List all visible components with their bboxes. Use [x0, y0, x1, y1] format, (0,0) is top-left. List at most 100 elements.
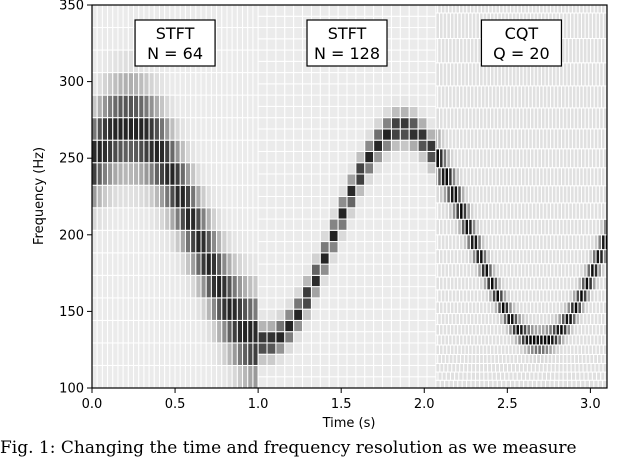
spectrogram-cell	[439, 276, 444, 291]
spectrogram-cell	[164, 162, 171, 186]
spectrogram-cell	[548, 185, 553, 204]
spectrogram-cell	[373, 342, 384, 355]
spectrogram-cell	[293, 72, 304, 85]
spectrogram-cell	[236, 184, 244, 209]
spectrogram-cell	[252, 139, 259, 164]
spectrogram-cell	[216, 162, 223, 186]
spectrogram-cell	[122, 229, 129, 254]
spectrogram-cell	[473, 128, 479, 150]
spectrogram-cell	[231, 162, 238, 186]
spectrogram-cell	[122, 274, 129, 299]
spectrogram-cell	[446, 62, 451, 87]
spectrogram-cell	[293, 263, 304, 276]
spectrogram-cell	[382, 207, 392, 220]
spectrogram-cell	[557, 128, 562, 150]
spectrogram-cell	[257, 364, 268, 378]
spectrogram-cell	[601, 37, 606, 64]
spectrogram-cell	[153, 72, 160, 96]
spectrogram-cell	[466, 379, 472, 388]
spectrogram-cell	[479, 324, 484, 336]
spectrogram-cell	[408, 196, 419, 209]
spectrogram-cell	[497, 218, 502, 236]
spectrogram-cell	[477, 167, 482, 187]
spectrogram-cell	[101, 117, 109, 141]
spectrogram-cell	[571, 313, 577, 326]
spectrogram-cell	[174, 162, 181, 186]
spectrogram-cell	[337, 263, 348, 276]
spectrogram-cell	[599, 324, 604, 336]
spectrogram-cell	[210, 207, 218, 231]
spectrogram-cell	[390, 173, 401, 186]
spectrogram-cell	[96, 207, 103, 231]
spectrogram-cell	[537, 344, 542, 355]
spectrogram-cell	[504, 276, 510, 291]
spectrogram-cell	[584, 185, 590, 204]
spectrogram-cell	[455, 334, 461, 346]
spectrogram-cell	[266, 319, 277, 333]
spectrogram-cell	[346, 139, 357, 152]
spectrogram-cell	[448, 202, 453, 220]
spectrogram-cell	[471, 276, 477, 291]
spectrogram-cell	[440, 37, 446, 64]
spectrogram-cell	[444, 128, 450, 150]
spectrogram-cell	[541, 371, 547, 381]
spectrogram-cell	[205, 117, 212, 141]
spectrogram-cell	[337, 128, 348, 141]
spectrogram-cell	[174, 297, 181, 321]
spectrogram-cell	[319, 297, 330, 310]
spectrogram-cell	[588, 148, 593, 169]
spectrogram-cell	[435, 324, 441, 336]
figure-caption: Fig. 1: Changing the time and frequency …	[0, 438, 577, 458]
spectrogram-cell	[153, 274, 160, 299]
spectrogram-cell	[408, 139, 419, 152]
spectrogram-cell	[471, 362, 477, 373]
spectrogram-cell	[575, 334, 581, 346]
spectrogram-cell	[566, 276, 572, 291]
spectrogram-cell	[399, 274, 410, 288]
spectrogram-cell	[473, 289, 479, 303]
spectrogram-cell	[489, 301, 495, 315]
spectrogram-cell	[112, 72, 119, 96]
spectrogram-cell	[417, 117, 428, 130]
spectrogram-cell	[453, 324, 459, 336]
spectrogram-cell	[518, 379, 525, 388]
spectrogram-cell	[516, 371, 522, 381]
spectrogram-cell	[505, 379, 511, 388]
spectrogram-cell	[590, 334, 595, 346]
spectrogram-cell	[390, 252, 401, 265]
spectrogram-cell	[495, 313, 501, 326]
spectrogram-cell	[117, 94, 124, 119]
spectrogram-cell	[566, 371, 573, 381]
spectrogram-cell	[284, 139, 295, 152]
spectrogram-cell	[459, 5, 464, 14]
spectrogram-cell	[107, 252, 114, 276]
spectrogram-cell	[500, 301, 506, 315]
spectrogram-cell	[462, 234, 468, 251]
spectrogram-cell	[597, 167, 603, 187]
spectrogram-cell	[117, 229, 124, 254]
spectrogram-cell	[408, 162, 419, 175]
spectrogram-cell	[346, 94, 357, 107]
spectrogram-cell	[310, 263, 321, 276]
spectrogram-cell	[257, 173, 268, 186]
spectrogram-cell	[515, 107, 521, 130]
spectrogram-cell	[574, 353, 579, 364]
spectrogram-cell	[596, 371, 602, 381]
spectrogram-cell	[484, 334, 490, 346]
spectrogram-cell	[293, 252, 304, 265]
spectrogram-cell	[266, 5, 277, 17]
spectrogram-cell	[562, 362, 568, 373]
spectrogram-cell	[190, 94, 197, 119]
spectrogram-cell	[571, 202, 577, 220]
spectrogram-cell	[257, 94, 268, 107]
spectrogram-cell	[355, 139, 366, 152]
spectrogram-cell	[526, 185, 532, 204]
spectrogram-cell	[480, 234, 486, 251]
panel-label-text: Q = 20	[493, 44, 550, 63]
spectrogram-cell	[518, 362, 524, 373]
spectrogram-cell	[158, 207, 166, 231]
spectrogram-cell	[200, 229, 207, 254]
spectrogram-cell	[469, 334, 475, 346]
spectrogram-cell	[535, 263, 541, 278]
spectrogram-cell	[169, 94, 176, 119]
